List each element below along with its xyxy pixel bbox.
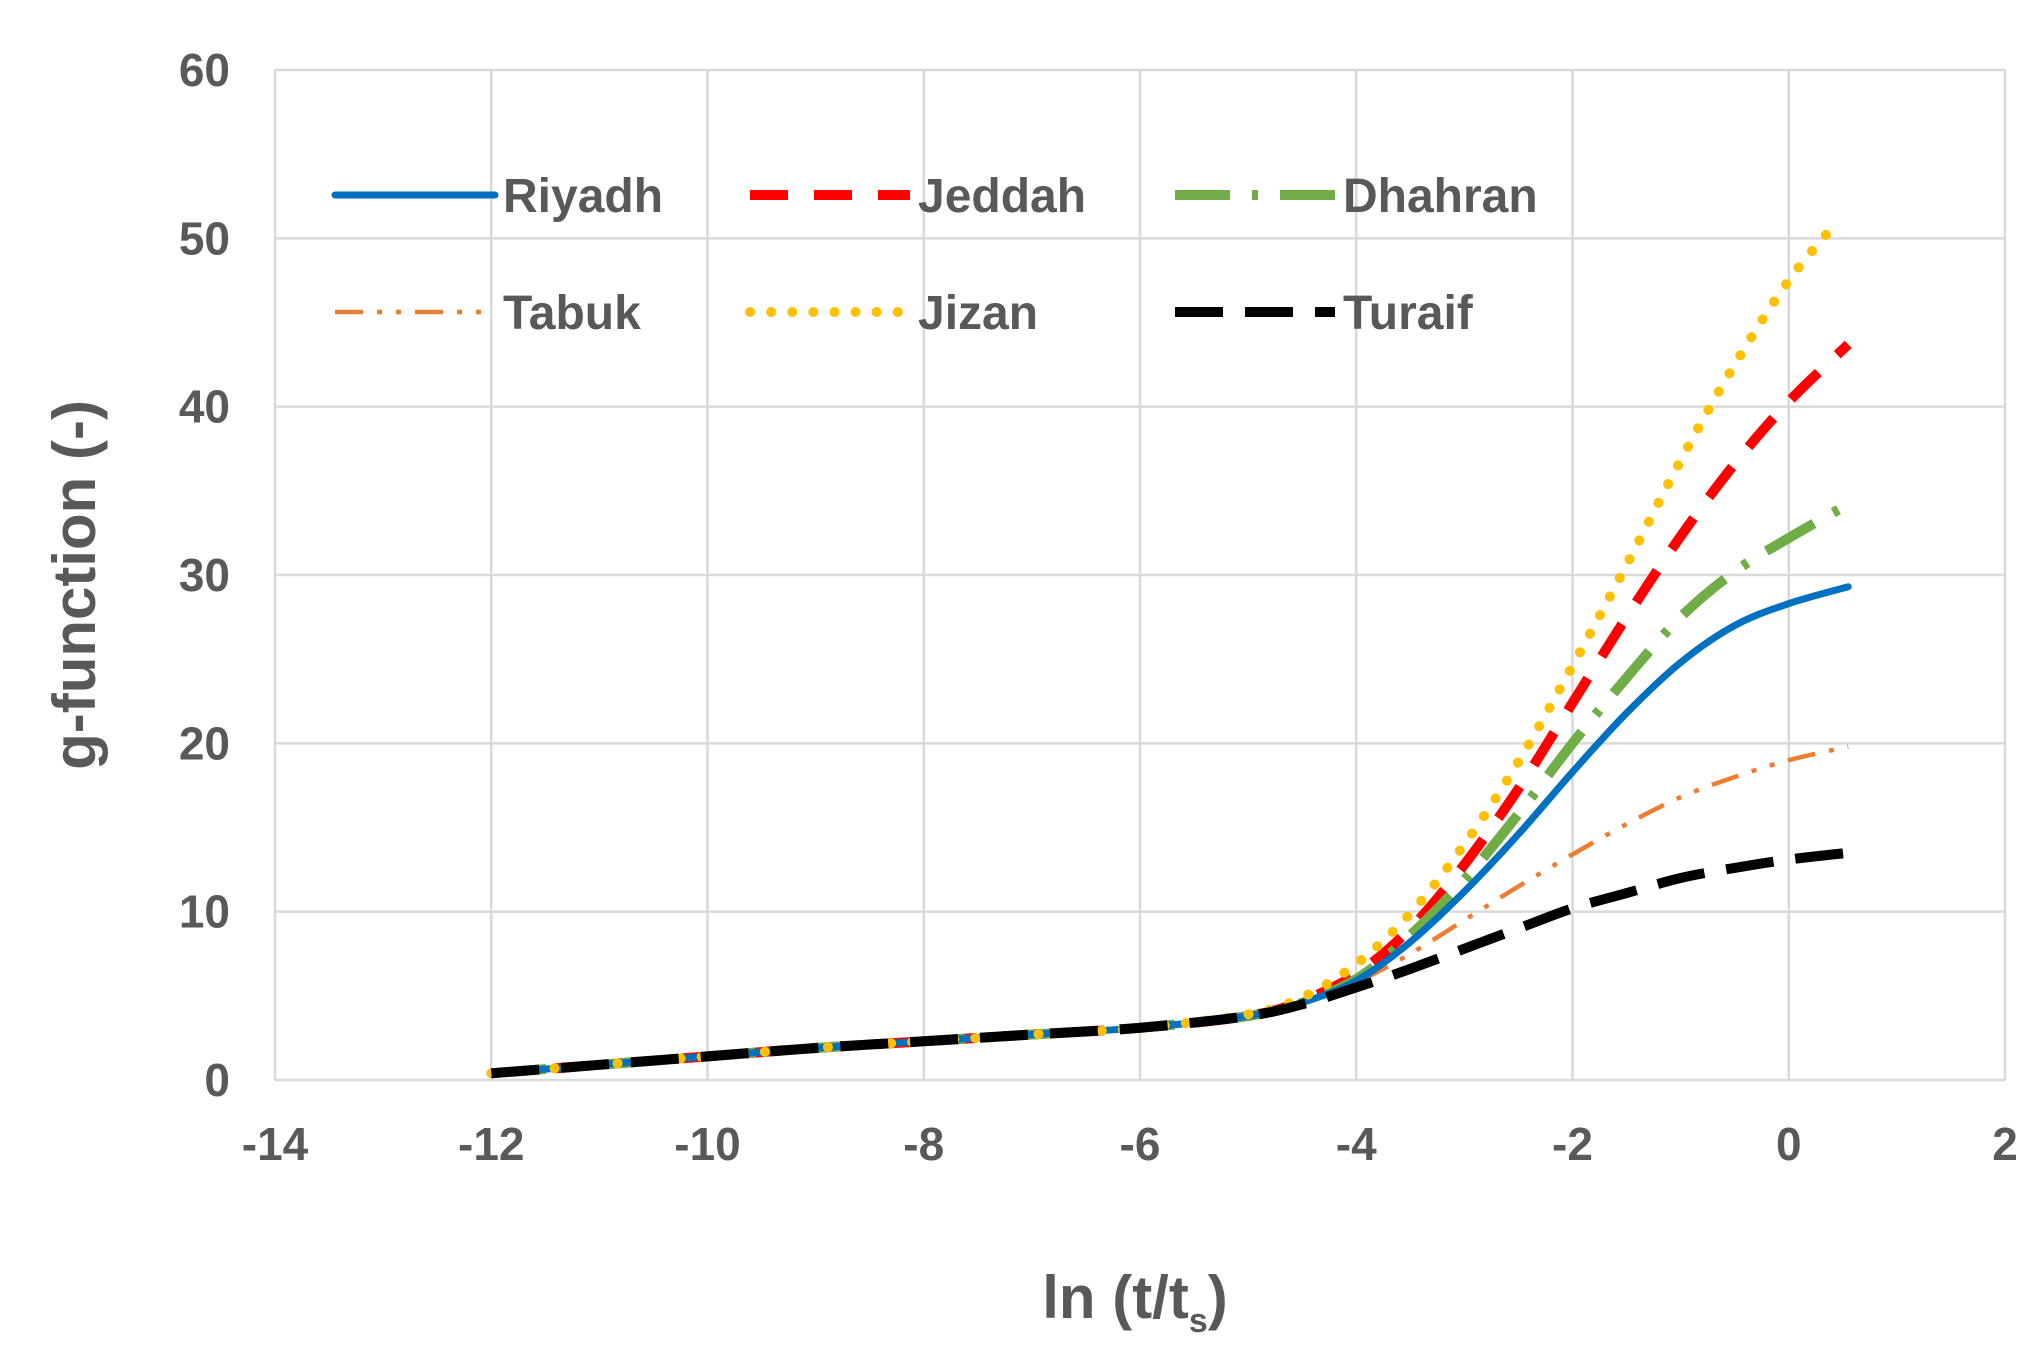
x-tick-label: -6	[1120, 1118, 1161, 1170]
y-tick-label: 10	[179, 886, 230, 938]
y-tick-label: 40	[179, 381, 230, 433]
legend-label: Jeddah	[918, 170, 1086, 223]
y-tick-label: 60	[179, 44, 230, 96]
series-line-jeddah	[490, 340, 1852, 1079]
x-tick-label: -14	[242, 1118, 309, 1170]
series-lines	[486, 216, 1852, 1079]
x-axis-title-main: ln (t/t	[1042, 1264, 1189, 1331]
legend-label: Riyadh	[503, 170, 663, 223]
x-tick-label: 2	[1992, 1118, 2018, 1170]
series-line-turaif	[490, 847, 1849, 1079]
y-axis-title: g-function (-)	[41, 400, 108, 770]
x-tick-label: 0	[1776, 1118, 1802, 1170]
x-axis-title-subscript: s	[1189, 1302, 1208, 1340]
x-tick-label: -4	[1336, 1118, 1377, 1170]
x-axis-title-close: )	[1208, 1264, 1228, 1331]
legend-label: Turaif	[1343, 287, 1474, 340]
y-tick-label: 0	[204, 1054, 230, 1106]
x-tick-label: -10	[674, 1118, 740, 1170]
legend-label: Jizan	[918, 287, 1038, 340]
y-tick-label: 30	[179, 549, 230, 601]
x-tick-label: -12	[458, 1118, 524, 1170]
y-tick-label: 20	[179, 717, 230, 769]
legend: Riyadh Jeddah Dhahran Tabuk Jizan Turaif	[331, 170, 1538, 340]
legend-label: Tabuk	[503, 287, 641, 340]
x-axis-title: ln (t/ts)	[1042, 1264, 1228, 1340]
x-tick-label: -8	[903, 1118, 944, 1170]
y-tick-label: 50	[179, 212, 230, 264]
gridlines	[273, 68, 2007, 1082]
legend-label: Dhahran	[1343, 170, 1538, 223]
x-tick-label: -2	[1552, 1118, 1593, 1170]
